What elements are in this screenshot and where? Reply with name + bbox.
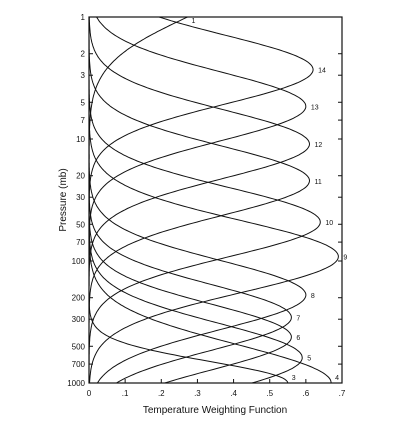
series-curve-3 [88, 17, 289, 384]
x-tick-label: .5 [266, 389, 273, 398]
curve-label-10: 10 [325, 220, 333, 227]
curve-label-1: 1 [191, 18, 195, 25]
series-curve-8 [88, 17, 307, 384]
curve-label-11: 11 [314, 179, 321, 186]
curve-label-4: 4 [335, 375, 339, 382]
plot-frame [88, 16, 343, 384]
x-tick-label: .6 [303, 389, 310, 398]
y-tick-label: 5 [81, 98, 86, 107]
y-tick-label: 200 [72, 294, 86, 303]
curve-label-8: 8 [311, 293, 315, 300]
curve-label-14: 14 [318, 68, 326, 75]
series-curve-9 [88, 17, 339, 383]
curve-label-9: 9 [343, 255, 347, 262]
y-tick-label: 30 [76, 193, 85, 202]
y-tick-label: 500 [72, 342, 86, 351]
x-tick-label: .2 [158, 389, 165, 398]
x-axis-ticks: 0 .1 .2 .3 .4 .5 .6 .7 [87, 379, 346, 398]
y-tick-label: 20 [76, 172, 85, 181]
curve-label-3: 3 [292, 375, 296, 382]
curve-label-13: 13 [311, 104, 319, 111]
y-tick-label: 300 [72, 315, 86, 324]
series-curve-13 [88, 16, 307, 383]
curve-label-7: 7 [296, 315, 300, 322]
y-tick-label: 50 [76, 220, 85, 229]
x-axis-label: Temperature Weighting Function [143, 405, 287, 416]
series-curves [88, 16, 339, 384]
curve-label-5: 5 [307, 356, 311, 363]
series-curve-7 [88, 17, 292, 384]
series-curve-1 [88, 16, 188, 383]
y-tick-label: 7 [81, 116, 86, 125]
y-tick-label: 700 [72, 360, 86, 369]
y-tick-label: 10 [76, 135, 85, 144]
curve-labels: 1 14 13 12 11 10 9 8 7 6 5 4 3 [191, 18, 347, 382]
x-tick-label: .3 [194, 389, 201, 398]
y-tick-label: 1000 [67, 379, 85, 388]
y-tick-label: 3 [81, 71, 86, 80]
y-tick-label: 1 [81, 13, 86, 22]
x-tick-label: .7 [339, 389, 346, 398]
series-curve-5 [88, 17, 303, 384]
curve-label-12: 12 [314, 142, 322, 149]
series-curve-14 [88, 16, 314, 383]
y-tick-label: 100 [72, 257, 86, 266]
y-axis-label: Pressure (mb) [58, 168, 69, 231]
y-tick-label: 2 [81, 50, 86, 59]
y-tick-label: 70 [76, 238, 85, 247]
curve-label-6: 6 [296, 335, 300, 342]
x-tick-label: 0 [87, 389, 92, 398]
series-curve-6 [88, 17, 292, 384]
x-tick-label: .4 [230, 389, 237, 398]
x-tick-label: .1 [122, 389, 129, 398]
